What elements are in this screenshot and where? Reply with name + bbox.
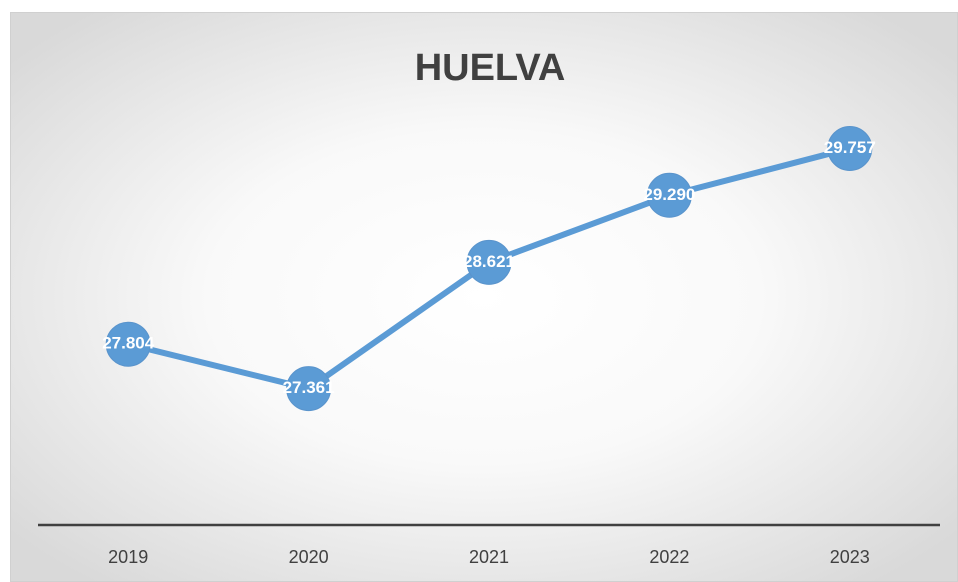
marker (466, 239, 512, 285)
marker (827, 125, 873, 171)
chart-title: HUELVA (415, 47, 566, 89)
data-label: 27.804 (102, 334, 155, 353)
x-tick-label: 2022 (649, 547, 689, 567)
data-label: 29.757 (824, 138, 876, 157)
marker (646, 172, 692, 218)
marker (105, 321, 151, 367)
data-label: 28.621 (463, 252, 515, 271)
data-label: 29.290 (643, 185, 695, 204)
chart-background (10, 12, 958, 582)
data-label: 27.361 (283, 378, 335, 397)
x-tick-label: 2019 (108, 547, 148, 567)
x-tick-label: 2020 (289, 547, 329, 567)
x-tick-label: 2023 (830, 547, 870, 567)
x-tick-label: 2021 (469, 547, 509, 567)
marker (286, 366, 332, 412)
